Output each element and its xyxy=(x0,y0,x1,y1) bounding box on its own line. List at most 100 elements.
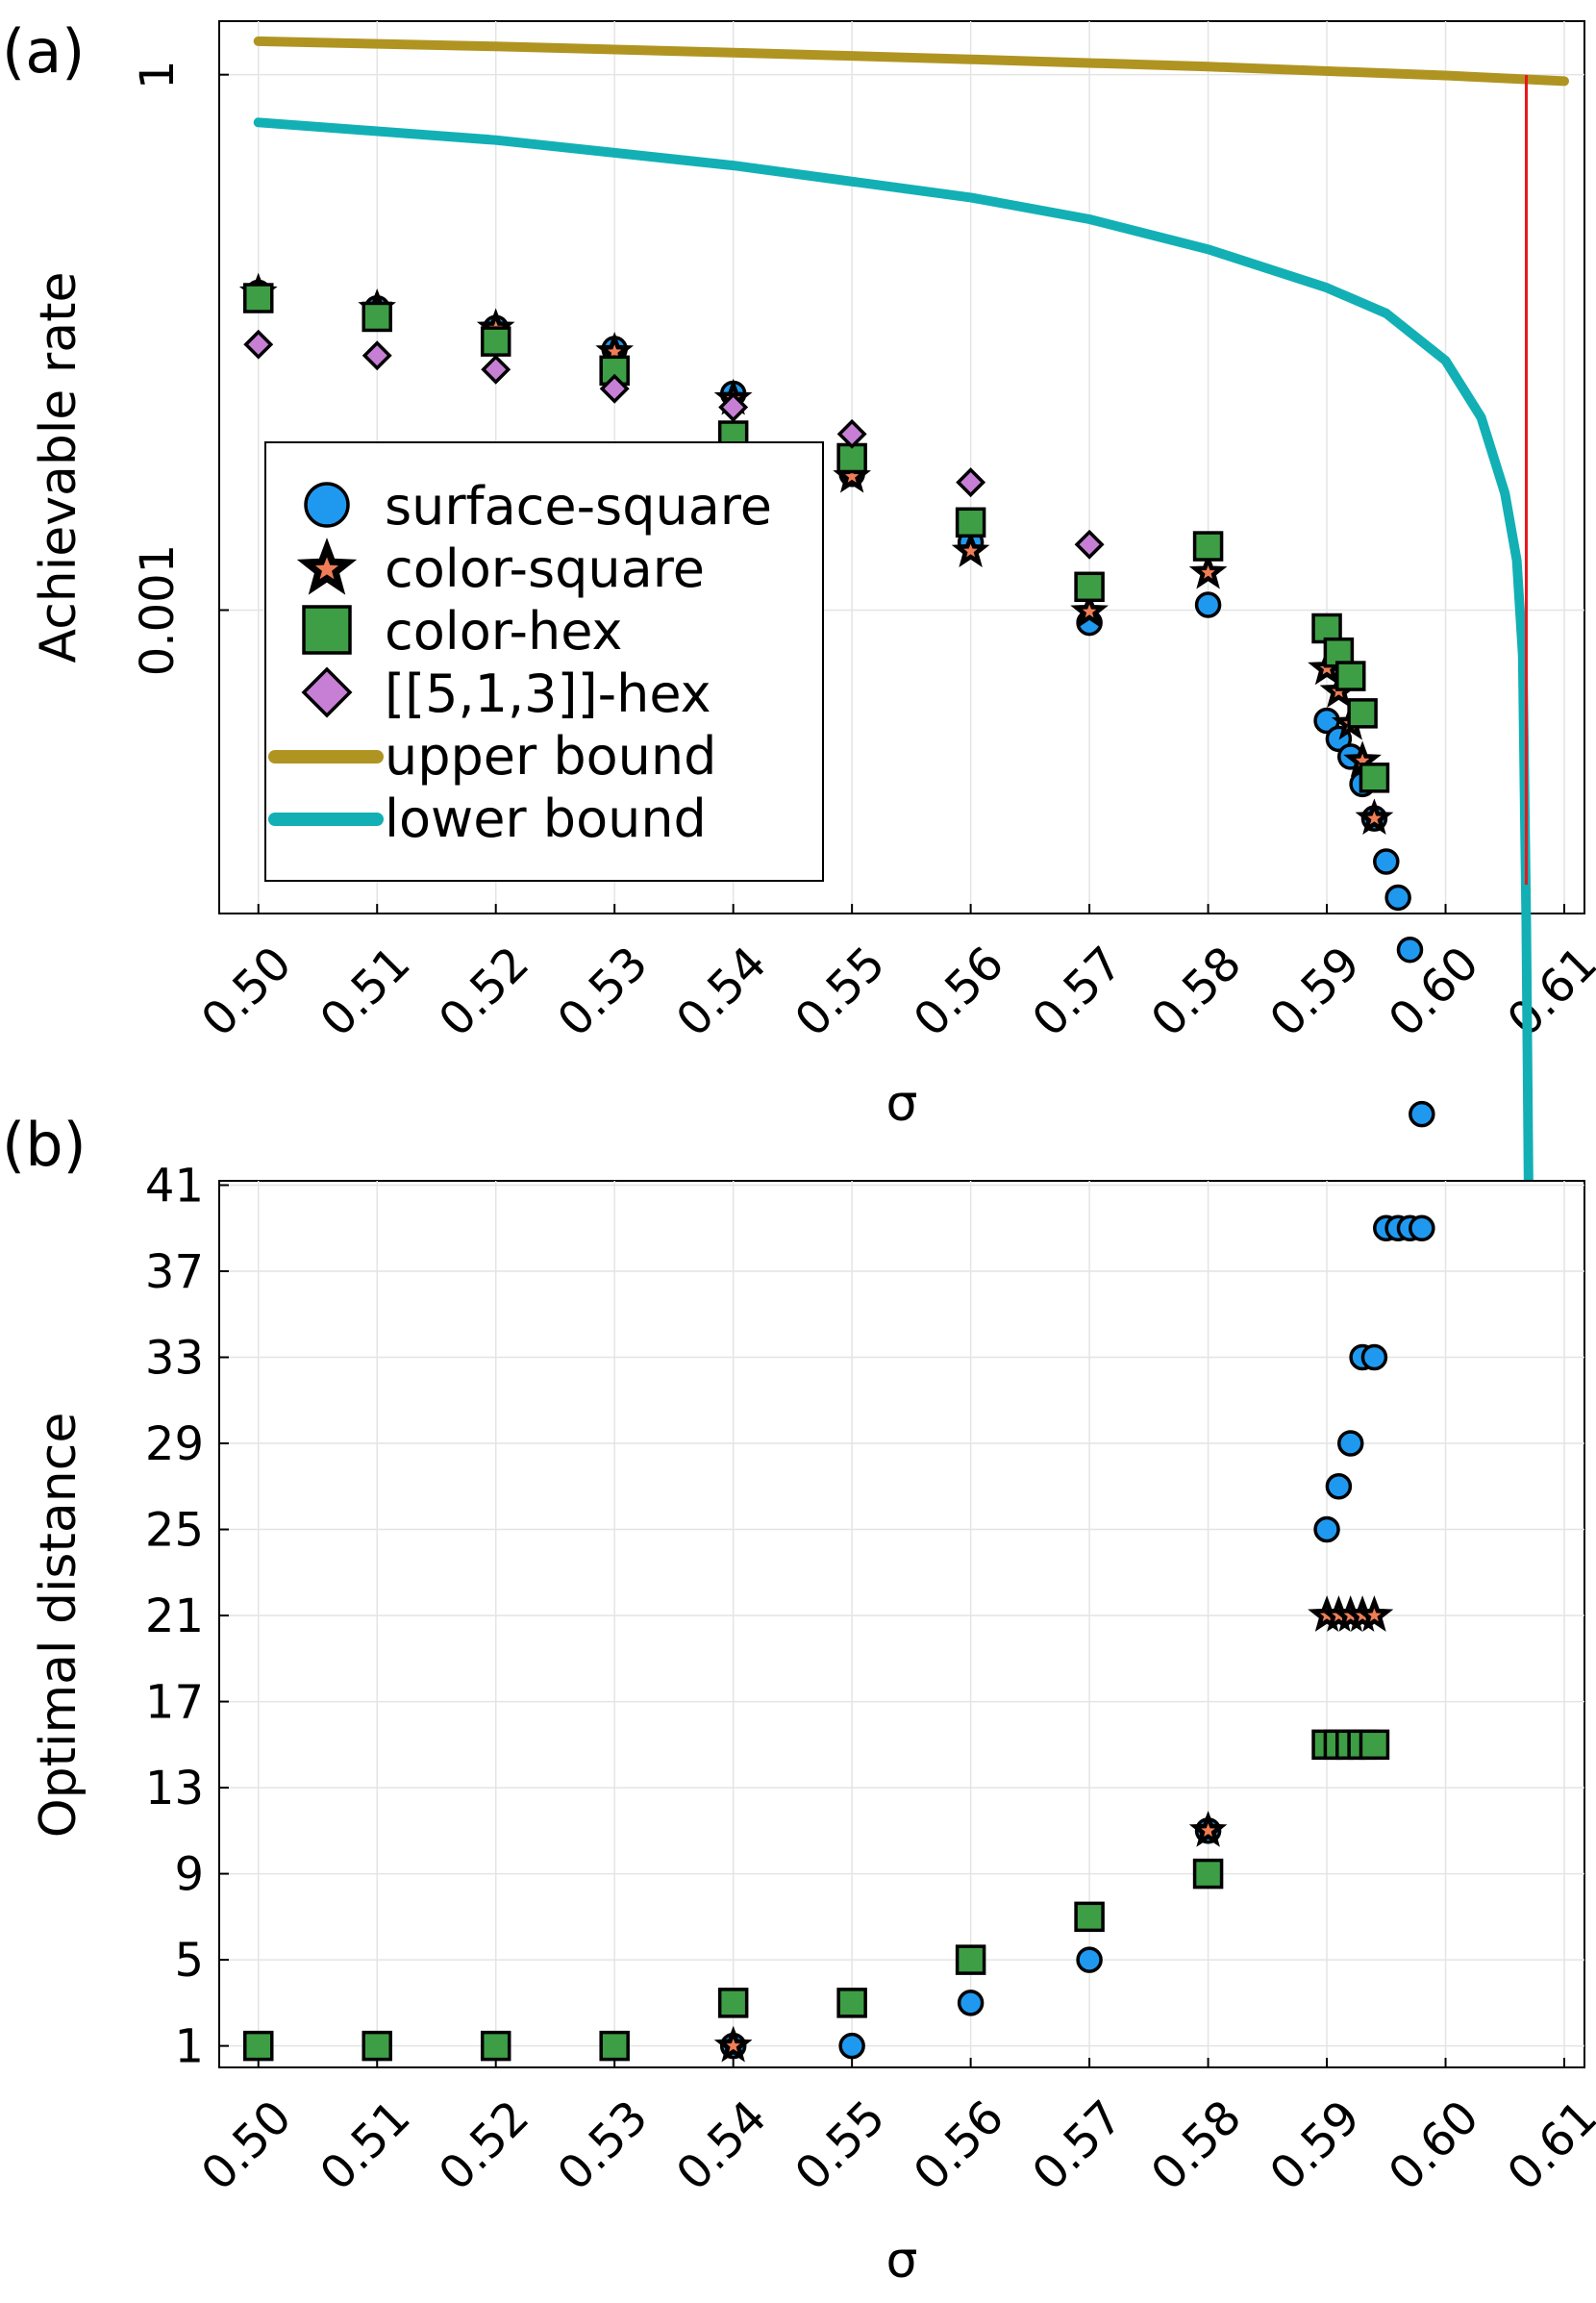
legend-color-hex: color-hex xyxy=(385,601,622,662)
a-point-circle xyxy=(1396,936,1424,964)
b-point-circle xyxy=(838,2032,865,2060)
upper-bound-line xyxy=(253,36,1569,87)
a-xtick-label: 0.57 xyxy=(1022,937,1133,1047)
b-point-circle xyxy=(1313,1515,1340,1543)
b-ytick-label: 41 xyxy=(145,1159,204,1213)
b-point-square xyxy=(836,1988,867,2018)
a-point-star-core xyxy=(844,469,860,483)
a-xtick-label: 0.56 xyxy=(904,937,1014,1047)
b-point-star-core xyxy=(1367,1608,1382,1622)
legend-color-square: color-square xyxy=(385,538,705,599)
legend-upper-bound: upper bound xyxy=(385,726,716,787)
b-ytick-label: 25 xyxy=(145,1504,204,1558)
a-point-circle xyxy=(1409,1100,1435,1128)
a-xtick-label: 0.51 xyxy=(310,937,420,1047)
a-point-star-core xyxy=(1082,604,1097,618)
a-point-square xyxy=(1311,613,1342,644)
a-point-square xyxy=(1074,571,1105,603)
panel-b-grid xyxy=(219,1181,1584,2067)
legend-circle-icon xyxy=(304,482,350,528)
a-xtick-label: 0.52 xyxy=(429,937,539,1047)
b-ytick-label: 1 xyxy=(174,2020,204,2074)
a-point-diamond xyxy=(362,340,392,371)
panel-b-plot xyxy=(242,1214,1435,2063)
b-ytick-label: 29 xyxy=(145,1417,204,1471)
legend-square-icon xyxy=(302,605,352,655)
a-point-star-core xyxy=(1319,661,1334,675)
a-point-star-core xyxy=(963,543,978,558)
legend-box xyxy=(264,441,824,882)
b-ytick-label: 33 xyxy=(145,1332,204,1386)
b-point-circle xyxy=(1409,1214,1435,1241)
b-point-square xyxy=(1359,1729,1390,1761)
a-point-square xyxy=(1192,531,1224,562)
b-ytick-label: 5 xyxy=(174,1934,204,1988)
legend: surface-square color-square color-hex [[… xyxy=(264,441,824,882)
a-ytick-label: 1 xyxy=(131,60,185,89)
b-point-circle xyxy=(957,1990,985,2016)
legend-513-hex: [[5,1,3]]-hex xyxy=(385,663,711,724)
b-ytick-label: 9 xyxy=(174,1848,204,1902)
panel-b-label: (b) xyxy=(2,1110,87,1180)
a-point-diamond xyxy=(481,354,511,385)
a-point-diamond xyxy=(243,329,274,360)
a-xtick-label: 0.54 xyxy=(666,937,777,1047)
a-xtick-label: 0.58 xyxy=(1141,937,1252,1047)
b-point-square xyxy=(955,1944,986,1975)
a-point-star-core xyxy=(1201,565,1215,579)
b-ytick-label: 21 xyxy=(145,1590,204,1643)
b-xtick-label: 0.55 xyxy=(785,2090,895,2201)
lower-bound-line xyxy=(253,117,1534,1205)
legend-surface-square: surface-square xyxy=(385,476,772,537)
a-point-square xyxy=(242,283,274,313)
legend-diamond-icon xyxy=(301,666,353,718)
a-point-circle xyxy=(1373,848,1400,875)
a-point-square xyxy=(955,507,986,538)
a-xtick-label: 0.59 xyxy=(1259,937,1370,1047)
a-point-square xyxy=(1334,661,1366,691)
a-xtick-label: 0.55 xyxy=(785,937,895,1047)
b-point-circle xyxy=(1325,1473,1353,1500)
b-xtick-label: 0.58 xyxy=(1141,2090,1252,2201)
b-point-square xyxy=(362,2030,392,2062)
b-point-square xyxy=(599,2030,630,2062)
b-point-circle xyxy=(1360,1343,1388,1371)
b-ytick-label: 13 xyxy=(145,1762,204,1815)
b-point-square xyxy=(1192,1858,1224,1890)
panel-a-plot xyxy=(238,36,1569,1205)
a-point-diamond xyxy=(599,373,630,404)
a-point-square xyxy=(599,355,630,387)
a-point-square xyxy=(1347,698,1378,729)
a-xtick-label: 0.53 xyxy=(547,937,658,1047)
b-xtick-label: 0.59 xyxy=(1259,2090,1370,2201)
b-xtick-label: 0.57 xyxy=(1022,2090,1133,2201)
b-point-square xyxy=(717,1988,749,2018)
b-point-square xyxy=(1074,1901,1105,1933)
b-xtick-label: 0.56 xyxy=(904,2090,1014,2201)
b-xtick-label: 0.53 xyxy=(547,2090,658,2201)
a-point-diamond xyxy=(956,467,986,498)
b-xtick-label: 0.54 xyxy=(666,2090,777,2201)
b-xtick-label: 0.50 xyxy=(191,2090,302,2201)
a-point-diamond xyxy=(836,418,867,449)
b-xtick-label: 0.60 xyxy=(1379,2090,1489,2201)
b-point-star-core xyxy=(726,2039,740,2052)
a-xtick-label: 0.61 xyxy=(1497,937,1596,1047)
a-xtick-label: 0.50 xyxy=(191,937,302,1047)
b-xtick-label: 0.51 xyxy=(310,2090,420,2201)
a-point-square xyxy=(362,301,392,333)
b-point-square xyxy=(480,2030,511,2062)
b-ytick-label: 17 xyxy=(145,1676,204,1730)
a-point-star-core xyxy=(1367,811,1382,825)
a-point-circle xyxy=(1194,591,1222,618)
panel-a-label: (a) xyxy=(2,16,85,87)
a-point-square xyxy=(480,326,511,357)
a-point-circle xyxy=(1384,884,1411,912)
a-point-square xyxy=(1359,763,1390,793)
panel-a-ylabel: Achievable rate xyxy=(30,272,87,663)
a-point-star-core xyxy=(1355,753,1370,767)
a-point-diamond xyxy=(1074,529,1105,560)
a-point-diamond xyxy=(718,392,749,422)
b-point-square xyxy=(242,2030,274,2062)
